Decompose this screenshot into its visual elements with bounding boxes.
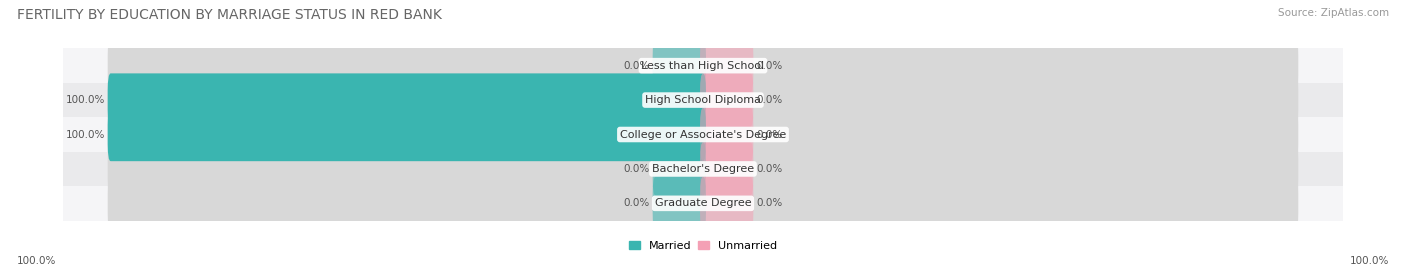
FancyBboxPatch shape [700,142,754,196]
FancyBboxPatch shape [108,108,1298,161]
Text: College or Associate's Degree: College or Associate's Degree [620,129,786,140]
FancyBboxPatch shape [108,177,1298,230]
FancyBboxPatch shape [108,73,1298,127]
Text: 0.0%: 0.0% [623,198,650,208]
Legend: Married, Unmarried: Married, Unmarried [627,238,779,253]
FancyBboxPatch shape [63,186,1343,221]
Text: 0.0%: 0.0% [756,95,783,105]
Text: 100.0%: 100.0% [65,129,104,140]
Text: 0.0%: 0.0% [756,61,783,71]
FancyBboxPatch shape [700,73,754,127]
Text: FERTILITY BY EDUCATION BY MARRIAGE STATUS IN RED BANK: FERTILITY BY EDUCATION BY MARRIAGE STATU… [17,8,441,22]
Text: High School Diploma: High School Diploma [645,95,761,105]
FancyBboxPatch shape [63,48,1343,83]
FancyBboxPatch shape [700,177,754,230]
FancyBboxPatch shape [63,83,1343,117]
FancyBboxPatch shape [700,39,754,92]
Text: Source: ZipAtlas.com: Source: ZipAtlas.com [1278,8,1389,18]
FancyBboxPatch shape [652,142,706,196]
Text: 100.0%: 100.0% [17,256,56,266]
Text: 100.0%: 100.0% [65,95,104,105]
FancyBboxPatch shape [108,39,1298,92]
Text: 0.0%: 0.0% [756,164,783,174]
Text: Graduate Degree: Graduate Degree [655,198,751,208]
FancyBboxPatch shape [652,39,706,92]
Text: 0.0%: 0.0% [756,129,783,140]
Text: 0.0%: 0.0% [756,198,783,208]
FancyBboxPatch shape [652,177,706,230]
FancyBboxPatch shape [700,108,754,161]
Text: 100.0%: 100.0% [1350,256,1389,266]
Text: Less than High School: Less than High School [641,61,765,71]
Text: 0.0%: 0.0% [623,61,650,71]
Text: Bachelor's Degree: Bachelor's Degree [652,164,754,174]
Text: 0.0%: 0.0% [623,164,650,174]
FancyBboxPatch shape [63,152,1343,186]
FancyBboxPatch shape [63,117,1343,152]
FancyBboxPatch shape [108,142,1298,196]
FancyBboxPatch shape [108,73,706,127]
FancyBboxPatch shape [108,108,706,161]
